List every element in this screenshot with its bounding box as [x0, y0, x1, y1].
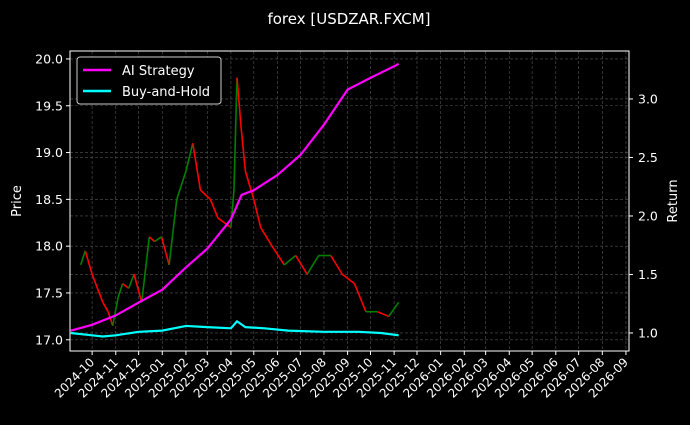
price-segment — [377, 310, 390, 318]
chart-title: forex [USDZAR.FXCM] — [267, 10, 430, 28]
price-segment — [185, 143, 194, 172]
legend-box — [76, 56, 222, 105]
price-segment — [84, 250, 93, 275]
price-segment — [240, 124, 247, 172]
price-segment — [233, 77, 238, 191]
y-right-tick-label: 2.0 — [638, 208, 658, 223]
y-tick-label: 19.5 — [35, 98, 63, 113]
price-segment — [209, 199, 219, 219]
y-axis-label: Price — [10, 185, 25, 217]
buyhold-line — [70, 319, 399, 338]
price-segment — [160, 236, 170, 266]
price-segment — [168, 199, 178, 265]
price-segment — [102, 301, 109, 313]
price-segment — [388, 301, 400, 317]
y-tick-label: 19.0 — [35, 145, 63, 160]
price-segment — [127, 273, 135, 289]
y-tick-label: 17.0 — [35, 332, 63, 347]
return-series — [70, 62, 400, 338]
price-segment — [148, 236, 156, 243]
x-axis: 2024-102024-112024-122025-012025-022025-… — [52, 351, 631, 401]
price-segment — [306, 255, 320, 275]
price-segment — [96, 288, 104, 303]
price-segment — [353, 283, 367, 312]
price-segment — [341, 273, 355, 285]
strategy-line — [70, 62, 400, 332]
price-segment — [122, 282, 130, 289]
price-segment — [176, 171, 187, 200]
price-segment — [217, 217, 232, 229]
price-segment — [117, 283, 124, 298]
y-right-tick-label: 3.0 — [638, 91, 658, 106]
price-segment — [244, 171, 255, 200]
price-segment — [79, 250, 87, 266]
y-tick-label: 18.0 — [35, 239, 63, 254]
y-right-tick-label: 1.0 — [638, 325, 658, 340]
price-segment — [111, 297, 119, 326]
price-segment — [271, 245, 285, 266]
price-segment — [259, 227, 273, 247]
price-segment — [199, 189, 211, 200]
y-axis-left: 17.0 17.5 18.0 18.5 19.0 19.5 20.0 — [35, 51, 70, 347]
price-segment — [230, 189, 235, 228]
price-segment — [295, 255, 308, 275]
price-segment — [91, 273, 99, 289]
price-segment — [253, 199, 262, 228]
price-series — [79, 77, 400, 326]
plot-frame — [69, 50, 630, 352]
y-tick-label: 17.5 — [35, 285, 63, 300]
legend-label-strategy: AI Strategy — [122, 64, 195, 79]
y-axis-right-label: Return — [666, 179, 681, 222]
price-segment — [140, 236, 151, 303]
price-segment — [283, 254, 297, 266]
price-segment — [236, 77, 242, 125]
y-axis-right: 1.0 1.5 2.0 2.5 3.0 — [629, 91, 658, 340]
legend-label-buyhold: Buy-and-Hold — [122, 85, 210, 100]
price-segment — [133, 274, 143, 303]
legend: AI Strategy Buy-and-Hold — [76, 56, 222, 105]
price-segment — [330, 255, 343, 275]
y-right-tick-label: 1.5 — [638, 267, 658, 282]
price-segment — [191, 143, 202, 191]
y-tick-label: 20.0 — [35, 51, 63, 66]
price-segment — [154, 236, 162, 243]
y-right-tick-label: 2.5 — [638, 150, 658, 165]
y-tick-label: 18.5 — [35, 192, 63, 207]
